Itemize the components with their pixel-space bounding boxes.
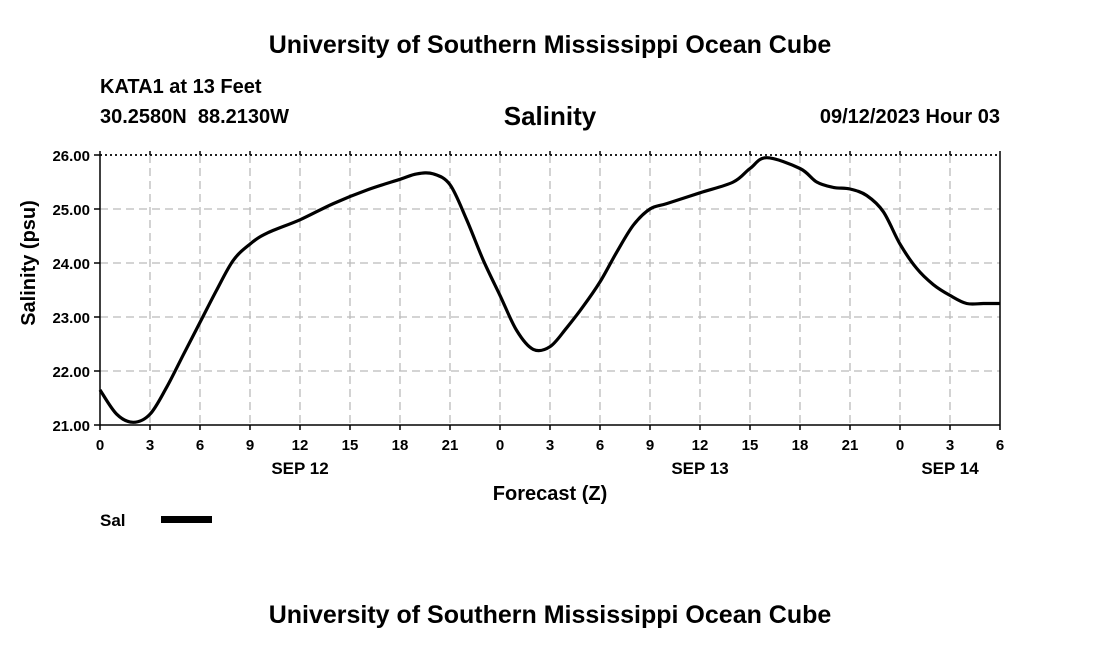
station-label: KATA1 at 13 Feet bbox=[100, 76, 262, 98]
legend-label: Sal bbox=[100, 511, 126, 530]
y-axis-label: Salinity (psu) bbox=[18, 200, 40, 326]
x-tick-label: 21 bbox=[842, 437, 859, 454]
chart-title: Salinity bbox=[503, 101, 597, 131]
x-tick-label: 9 bbox=[646, 437, 654, 454]
series-line-sal bbox=[98, 156, 1000, 424]
tick-labels: 21.00 22.00 23.00 24.00 25.00 26.00 0 3 6 9 12 15 18… bbox=[52, 148, 1004, 478]
x-tick-label: 3 bbox=[146, 437, 154, 454]
page-title: University of Southern Mississippi Ocean… bbox=[268, 31, 832, 59]
grid bbox=[100, 155, 1000, 425]
y-tick-label: 21.00 bbox=[52, 418, 90, 435]
date-label: SEP 14 bbox=[921, 459, 979, 478]
series-layer bbox=[98, 156, 1000, 424]
x-tick-label: 9 bbox=[246, 437, 254, 454]
x-tick-label: 21 bbox=[442, 437, 459, 454]
x-tick-label: 0 bbox=[896, 437, 904, 454]
axes bbox=[94, 151, 1001, 430]
x-tick-label: 3 bbox=[546, 437, 554, 454]
station-coordinates: 30.2580N 88.2130W bbox=[100, 106, 290, 128]
legend-swatch bbox=[161, 516, 212, 523]
y-tick-label: 26.00 bbox=[52, 148, 90, 165]
x-tick-label: 18 bbox=[392, 437, 409, 454]
y-tick-label: 24.00 bbox=[52, 256, 90, 273]
x-tick-label: 3 bbox=[946, 437, 954, 454]
y-tick-label: 25.00 bbox=[52, 202, 90, 219]
date-label: SEP 12 bbox=[271, 459, 328, 478]
y-tick-label: 23.00 bbox=[52, 310, 90, 327]
x-tick-label: 6 bbox=[996, 437, 1004, 454]
forecast-timestamp: 09/12/2023 Hour 03 bbox=[819, 106, 1000, 128]
x-tick-label: 0 bbox=[496, 437, 504, 454]
x-tick-label: 12 bbox=[692, 437, 709, 454]
legend: Sal bbox=[100, 511, 212, 530]
y-tick-label: 22.00 bbox=[52, 364, 90, 381]
x-tick-label: 12 bbox=[292, 437, 309, 454]
x-tick-label: 6 bbox=[596, 437, 604, 454]
x-tick-label: 15 bbox=[342, 437, 359, 454]
x-tick-label: 0 bbox=[96, 437, 104, 454]
footer-title: University of Southern Mississippi Ocean… bbox=[268, 601, 832, 629]
x-axis-label: Forecast (Z) bbox=[493, 483, 607, 505]
x-tick-label: 18 bbox=[792, 437, 809, 454]
x-tick-label: 6 bbox=[196, 437, 204, 454]
date-label: SEP 13 bbox=[671, 459, 728, 478]
x-tick-label: 15 bbox=[742, 437, 759, 454]
